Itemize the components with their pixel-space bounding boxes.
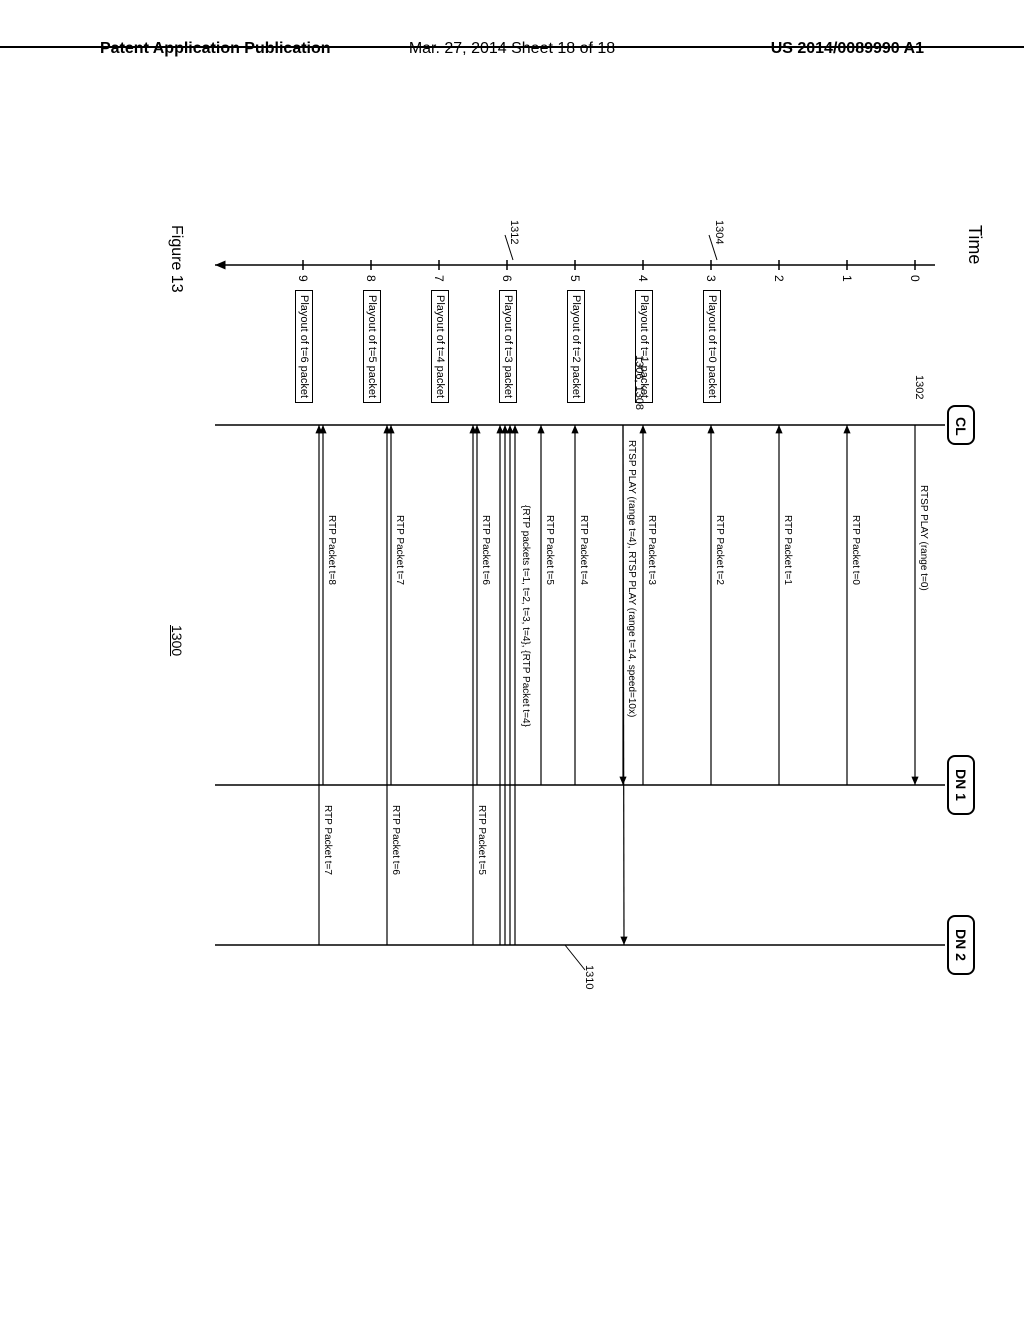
figure-label: Figure 13 — [167, 225, 185, 293]
header-date-sheet: Mar. 27, 2014 Sheet 18 of 18 — [409, 40, 615, 58]
msg-rtp-5-dn2: RTP Packet t=5 — [476, 805, 487, 875]
msg-rtp-8-dn1: RTP Packet t=8 — [326, 515, 337, 585]
ref-1312: 1312 — [508, 220, 520, 244]
msg-rtp-7-dn2: RTP Packet t=7 — [322, 805, 333, 875]
msg-rtp-1: RTP Packet t=1 — [782, 515, 793, 585]
msg-rtp-5: RTP Packet t=5 — [544, 515, 555, 585]
ref-1306-1308: 1306, 1308 — [633, 355, 645, 410]
time-tick-0: 0 — [908, 275, 922, 282]
time-tick-6: 6 — [500, 275, 514, 282]
msg-rtp-7-dn1: RTP Packet t=7 — [394, 515, 405, 585]
playout-box-t4: Playout of t=4 packet — [431, 290, 449, 403]
playout-box-t6: Playout of t=6 packet — [295, 290, 313, 403]
header-patent-number: US 2014/0089990 A1 — [771, 40, 924, 58]
ref-1310: 1310 — [583, 965, 595, 989]
msg-rtp-6-dn1: RTP Packet t=6 — [480, 515, 491, 585]
sequence-diagram: Time CL DN 1 DN 2 0123456789 Playout of … — [55, 225, 975, 1055]
time-tick-3: 3 — [704, 275, 718, 282]
msg-rtp-6-dn2: RTP Packet t=6 — [390, 805, 401, 875]
msg-rtp-0: RTP Packet t=0 — [850, 515, 861, 585]
time-tick-5: 5 — [568, 275, 582, 282]
msg-rtp-burst: {RTP packets t=1, t=2, t=3, t=4}, {RTP P… — [520, 505, 531, 727]
msg-rtp-4: RTP Packet t=4 — [578, 515, 589, 585]
msg-rtp-2: RTP Packet t=2 — [714, 515, 725, 585]
ref-1304: 1304 — [713, 220, 725, 244]
msg-rtsp-play-4: RTSP PLAY (range t=4), RTSP PLAY (range … — [626, 440, 637, 717]
msg-rtp-3: RTP Packet t=3 — [646, 515, 657, 585]
time-tick-1: 1 — [840, 275, 854, 282]
msg-rtsp-play-0: RTSP PLAY (range t=0) — [918, 485, 929, 591]
playout-box-t5: Playout of t=5 packet — [363, 290, 381, 403]
time-tick-2: 2 — [772, 275, 786, 282]
playout-box-t0: Playout of t=0 packet — [703, 290, 721, 403]
playout-box-t2: Playout of t=2 packet — [567, 290, 585, 403]
header-publication: Patent Application Publication — [100, 40, 331, 58]
figure-number: 1300 — [169, 625, 185, 656]
playout-box-t3: Playout of t=3 packet — [499, 290, 517, 403]
time-tick-8: 8 — [364, 275, 378, 282]
time-tick-4: 4 — [636, 275, 650, 282]
ref-1302: 1302 — [913, 375, 925, 399]
time-tick-7: 7 — [432, 275, 446, 282]
time-tick-9: 9 — [296, 275, 310, 282]
